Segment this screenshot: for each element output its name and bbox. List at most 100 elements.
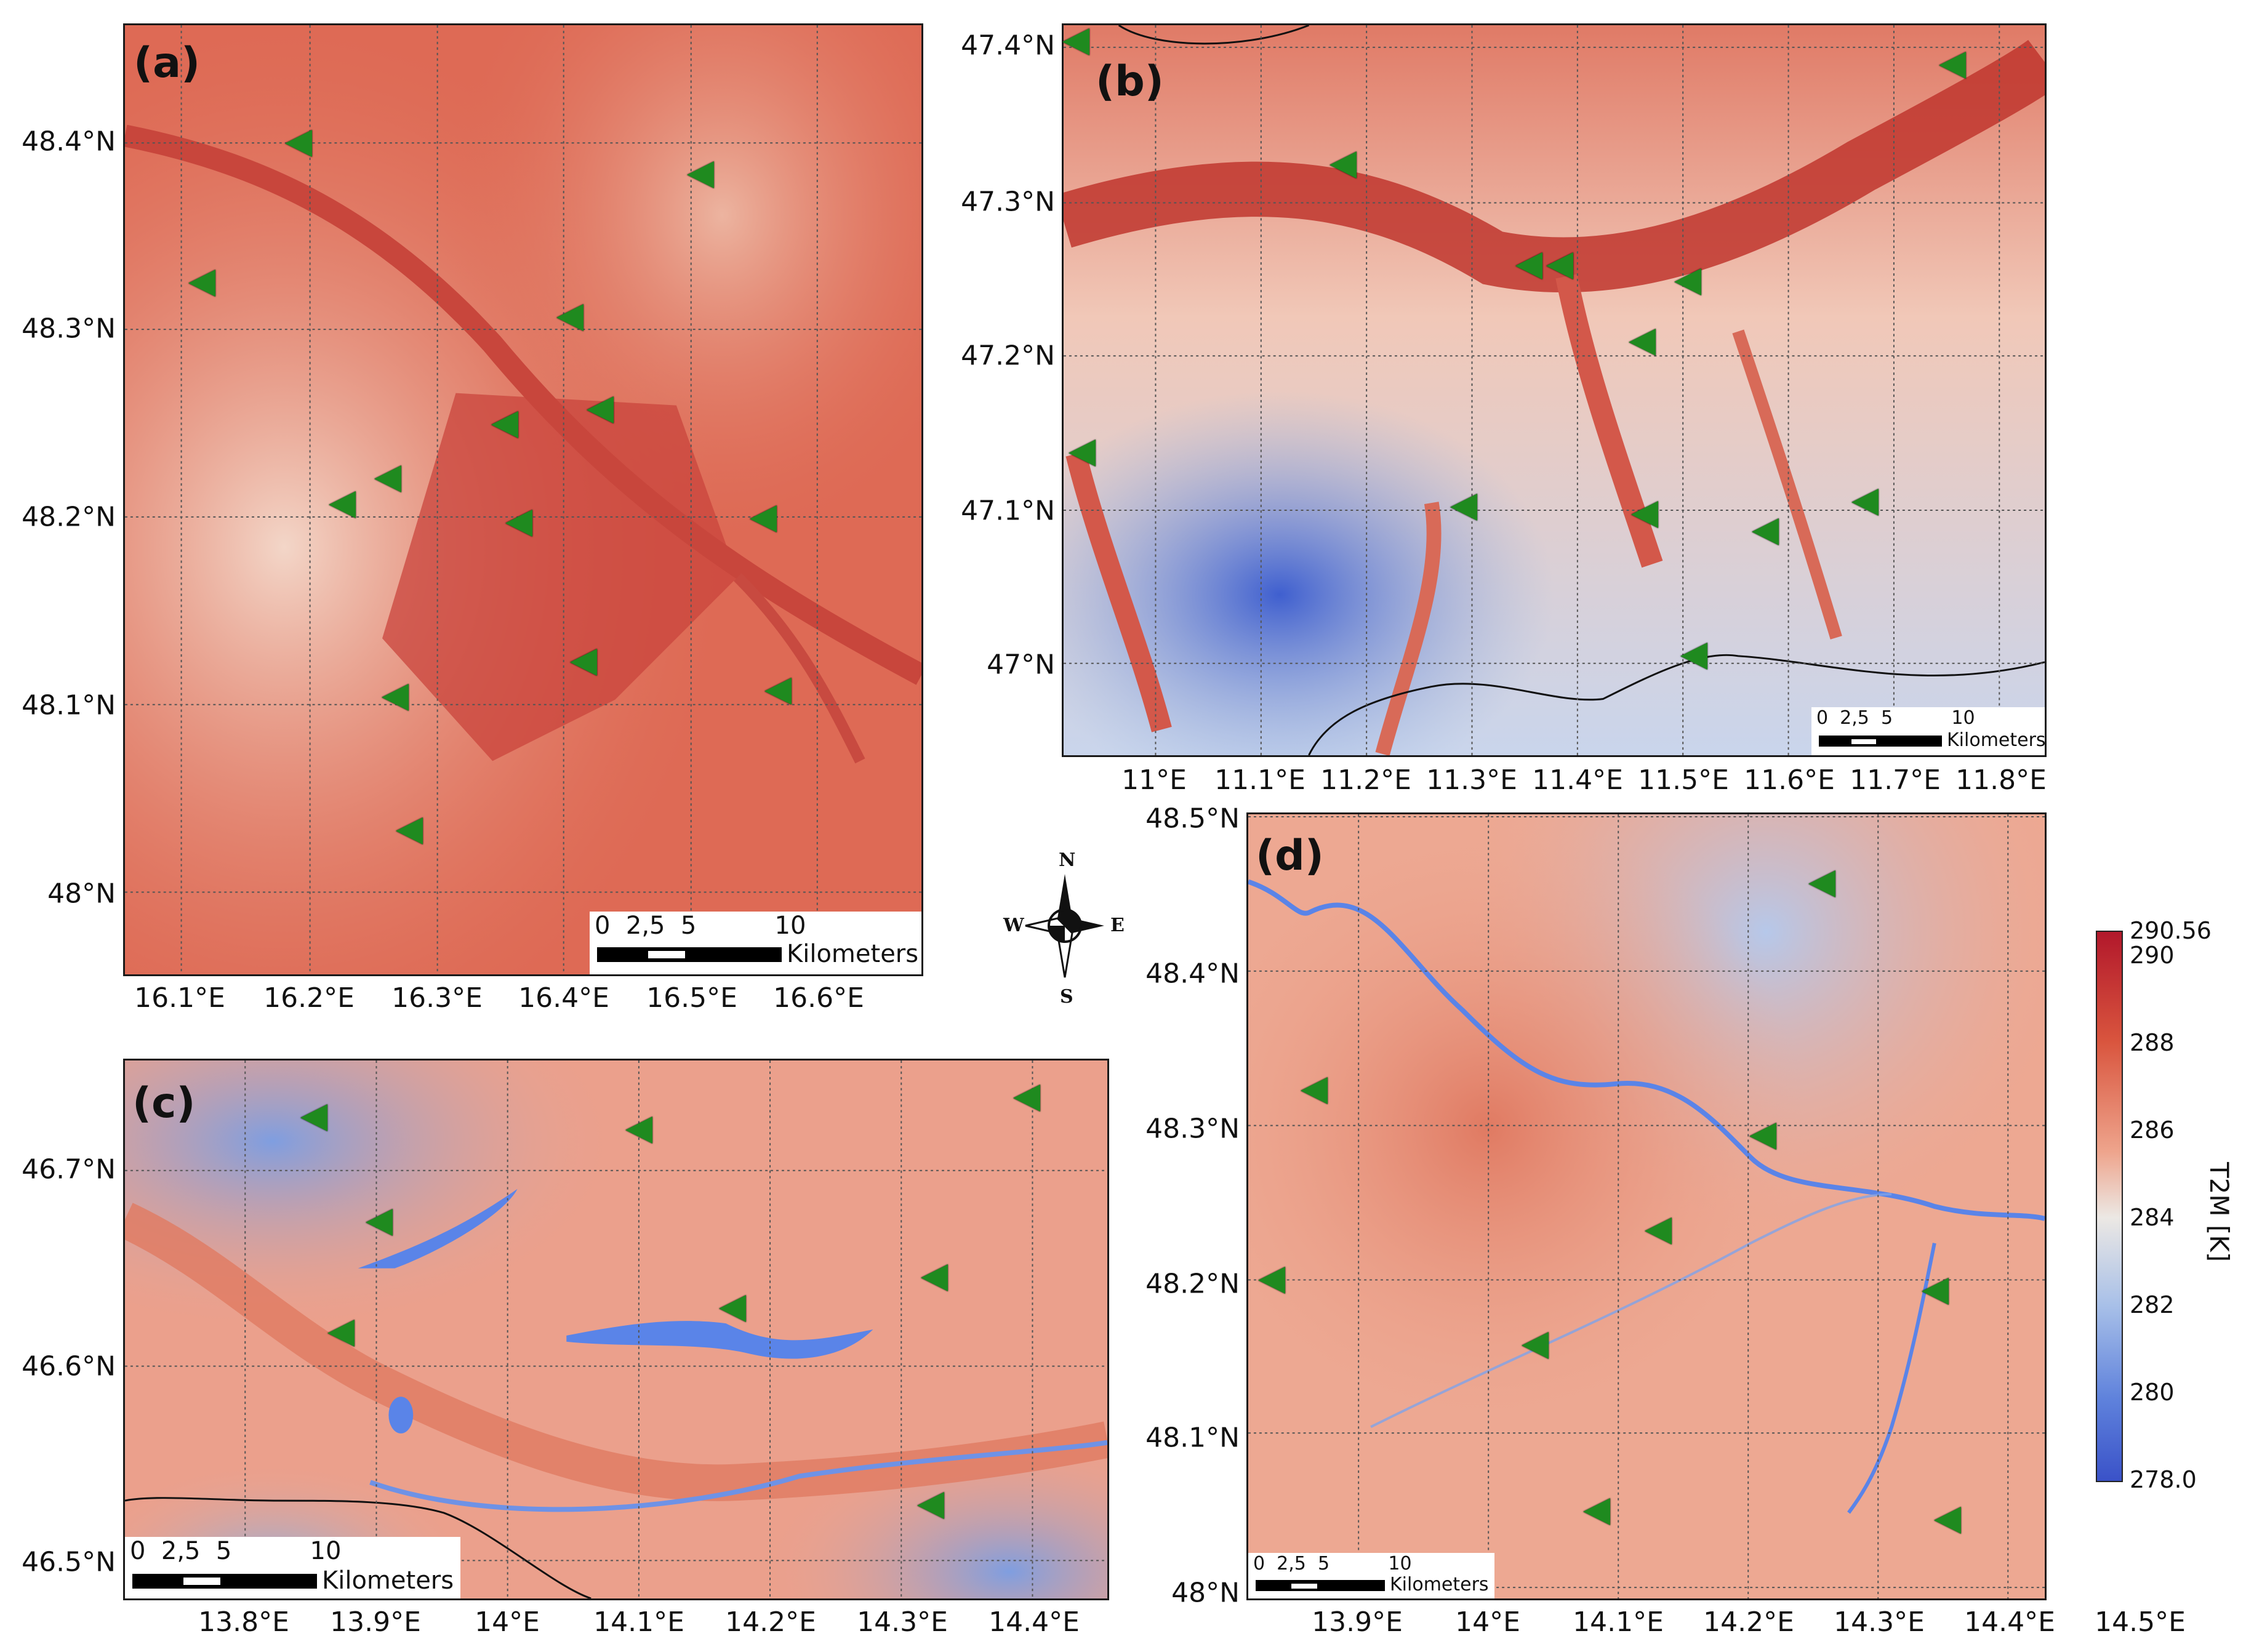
lat-tick-d: 48.1°N <box>1145 1422 1240 1454</box>
station-marker <box>1939 52 1966 79</box>
lat-tick-d: 48.5°N <box>1145 803 1240 835</box>
station-marker <box>1680 643 1707 670</box>
scale-bar-b: 0 2,5 5 10 Kilometers <box>1811 707 2045 755</box>
station-marker <box>491 411 518 438</box>
lat-tick-b: 47.3°N <box>961 186 1055 218</box>
station-marker <box>1330 151 1357 178</box>
lat-tick-c: 46.6°N <box>22 1350 116 1382</box>
station-marker <box>1934 1507 1961 1534</box>
colorbar-title: T2M [K] <box>2204 1162 2234 1262</box>
station-marker <box>1515 252 1542 279</box>
station-marker <box>625 1117 652 1144</box>
station-marker <box>366 1209 393 1236</box>
lon-tick-c: 13.9°E <box>330 1606 421 1638</box>
lat-tick-d: 48.2°N <box>1145 1268 1240 1300</box>
station-marker <box>1301 1077 1328 1104</box>
lat-tick-a: 48.2°N <box>22 501 116 533</box>
north-arrow: N S W E <box>1003 849 1126 1009</box>
lon-tick-b: 11.3°E <box>1426 764 1517 796</box>
colorbar-tick: 286 <box>2130 1117 2175 1144</box>
station-marker <box>1583 1498 1610 1525</box>
station-marker <box>1752 518 1779 545</box>
colorbar-tick: 290 <box>2130 942 2175 969</box>
lon-tick-b: 11.8°E <box>1955 764 2047 796</box>
panel-label-a: (a) <box>134 39 201 87</box>
lon-tick-a: 16.5°E <box>646 982 737 1014</box>
lon-tick-d: 14.5°E <box>2095 1606 2186 1638</box>
lon-tick-b: 11.6°E <box>1744 764 1835 796</box>
lon-tick-d: 14.3°E <box>1834 1606 1925 1638</box>
colorbar-tick: 288 <box>2130 1029 2175 1056</box>
map-panel-c: (c) 0 2,5 5 10 Kilometers <box>123 1059 1109 1600</box>
station-marker <box>1450 494 1477 521</box>
lon-tick-a: 16.3°E <box>391 982 483 1014</box>
station-marker <box>1522 1332 1549 1359</box>
lon-tick-c: 14.3°E <box>857 1606 948 1638</box>
station-marker <box>285 130 312 157</box>
map-panel-d: (d) 0 2,5 5 10 Kilometers <box>1246 812 2047 1600</box>
compass-rose-icon <box>1025 874 1104 978</box>
station-marker <box>374 465 401 492</box>
compass-w-label: W <box>1003 915 1024 936</box>
scale-bar-a: 0 2,5 5 10 Kilometers <box>590 912 921 974</box>
lon-tick-d: 14°E <box>1455 1606 1520 1638</box>
station-marker <box>1062 28 1089 55</box>
lon-tick-d: 14.1°E <box>1573 1606 1664 1638</box>
station-marker <box>1674 268 1701 295</box>
station-marker <box>687 161 714 188</box>
graticule-d <box>1248 814 2045 1598</box>
colorbar <box>2096 931 2123 1482</box>
lat-tick-b: 47°N <box>987 649 1055 681</box>
lon-tick-d: 13.9°E <box>1312 1606 1403 1638</box>
lon-tick-a: 16.2°E <box>263 982 355 1014</box>
lon-tick-d: 14.4°E <box>1964 1606 2055 1638</box>
station-marker <box>1013 1085 1040 1112</box>
station-marker <box>570 649 597 676</box>
compass-n-label: N <box>1059 849 1076 871</box>
station-marker <box>917 1492 944 1519</box>
compass-s-label: S <box>1060 986 1073 1008</box>
station-marker <box>1808 870 1835 897</box>
colorbar-min-label: 278.0 <box>2130 1466 2197 1493</box>
station-marker <box>1629 329 1656 356</box>
station-marker <box>188 270 215 297</box>
scale-bar-c: 0 2,5 5 10 Kilometers <box>125 1537 460 1598</box>
colorbar-max-label: 290.56 <box>2130 917 2212 944</box>
panel-label-b: (b) <box>1096 57 1164 106</box>
station-marker <box>556 304 584 331</box>
lon-tick-c: 14.2°E <box>725 1606 816 1638</box>
scale-bar-d: 0 2,5 5 10 Kilometers <box>1248 1553 1494 1598</box>
lon-tick-c: 13.8°E <box>198 1606 289 1638</box>
lon-tick-c: 14.1°E <box>593 1606 684 1638</box>
panel-label-c: (c) <box>132 1079 196 1128</box>
map-panel-b: (b) 0 2,5 5 10 Kilometers <box>1062 23 2047 757</box>
station-marker <box>1546 252 1573 279</box>
temperature-field-d <box>1248 814 2045 1598</box>
lat-tick-b: 47.1°N <box>961 495 1055 527</box>
lon-tick-a: 16.1°E <box>134 982 225 1014</box>
lon-tick-b: 11.7°E <box>1850 764 1941 796</box>
station-marker <box>329 491 356 518</box>
lat-tick-a: 48.1°N <box>22 689 116 721</box>
lat-tick-c: 46.5°N <box>22 1546 116 1578</box>
station-marker <box>587 396 614 423</box>
lon-tick-b: 11°E <box>1121 764 1187 796</box>
lon-tick-a: 16.6°E <box>773 982 864 1014</box>
temperature-field-b <box>1064 25 2045 755</box>
station-marker <box>505 510 532 537</box>
graticule-c <box>125 1061 1107 1598</box>
station-marker <box>764 678 792 705</box>
map-panel-a: (a) 0 2,5 5 10 Kilometers <box>123 23 923 976</box>
station-marker <box>1069 439 1096 467</box>
graticule-b <box>1064 25 2045 755</box>
temperature-field-c <box>125 1061 1107 1598</box>
lat-tick-d: 48.3°N <box>1145 1113 1240 1145</box>
lat-tick-a: 48.4°N <box>22 126 116 158</box>
lat-tick-b: 47.4°N <box>961 30 1055 62</box>
lat-tick-c: 46.7°N <box>22 1153 116 1185</box>
station-marker <box>750 505 777 532</box>
panel-label-d: (d) <box>1256 832 1324 880</box>
station-marker <box>327 1320 355 1347</box>
station-marker <box>719 1295 746 1322</box>
colorbar-tick: 284 <box>2130 1204 2175 1231</box>
